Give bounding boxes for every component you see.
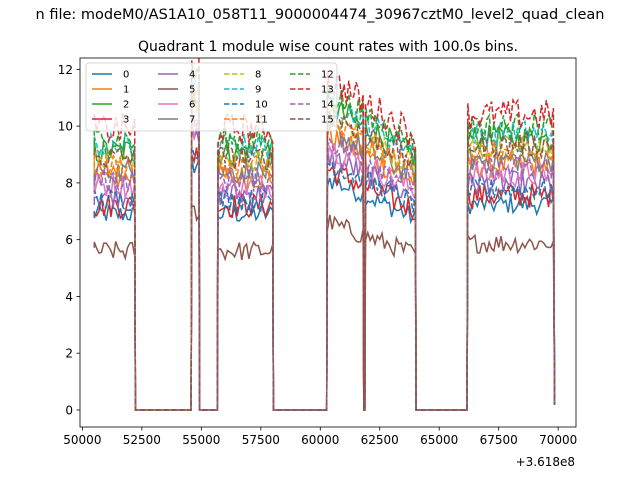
legend-label-2: 2 <box>123 100 129 111</box>
legend-label-11: 11 <box>255 115 268 126</box>
y-tick-label: 10 <box>58 120 73 134</box>
legend-label-13: 13 <box>321 85 334 96</box>
y-tick-label: 4 <box>65 290 73 304</box>
x-tick-label: 70000 <box>539 433 577 447</box>
legend-label-8: 8 <box>255 70 261 81</box>
legend-label-12: 12 <box>321 70 334 81</box>
x-tick-label: 62500 <box>361 433 399 447</box>
legend-label-6: 6 <box>189 100 195 111</box>
series-line-7 <box>93 116 556 411</box>
x-tick-label: 52500 <box>123 433 161 447</box>
legend-label-10: 10 <box>255 100 268 111</box>
legend-label-7: 7 <box>189 115 195 126</box>
x-tick-label: 60000 <box>301 433 339 447</box>
series-line-14 <box>93 113 556 411</box>
series-line-3 <box>93 147 556 411</box>
x-tick-label: 67500 <box>480 433 518 447</box>
y-tick-label: 6 <box>65 233 73 247</box>
legend-label-1: 1 <box>123 85 129 96</box>
legend-label-0: 0 <box>123 70 129 81</box>
legend-label-9: 9 <box>255 85 261 96</box>
series-line-11 <box>93 92 556 411</box>
axes: 50000 52500 55000 57500 60000 62500 65000 67500… <box>58 57 577 447</box>
series-line-5 <box>93 204 556 411</box>
plot-frame <box>79 57 577 428</box>
x-offset-label: +3.618e8 <box>516 455 575 469</box>
legend-label-15: 15 <box>321 115 334 126</box>
x-tick-label: 55000 <box>182 433 220 447</box>
legend-box <box>85 62 338 132</box>
legend-label-5: 5 <box>189 85 195 96</box>
legend-label-14: 14 <box>321 100 334 111</box>
x-tick-label: 50000 <box>63 433 101 447</box>
legend-label-3: 3 <box>123 115 129 126</box>
legend-label-4: 4 <box>189 70 195 81</box>
x-tick-label: 65000 <box>420 433 458 447</box>
series-line-0 <box>93 158 556 411</box>
y-tick-label: 2 <box>65 347 73 361</box>
chart-title: Quadrant 1 module wise count rates with … <box>138 39 518 55</box>
y-tick-label: 8 <box>65 176 73 190</box>
figure-suptitle: n file: modeM0/AS1A10_058T11_9000004474_… <box>36 7 605 23</box>
series-line-10 <box>93 146 556 411</box>
x-tick-label: 57500 <box>242 433 280 447</box>
y-tick-label: 12 <box>58 63 73 77</box>
y-tick-label: 0 <box>65 403 73 417</box>
series-lines <box>93 58 556 411</box>
